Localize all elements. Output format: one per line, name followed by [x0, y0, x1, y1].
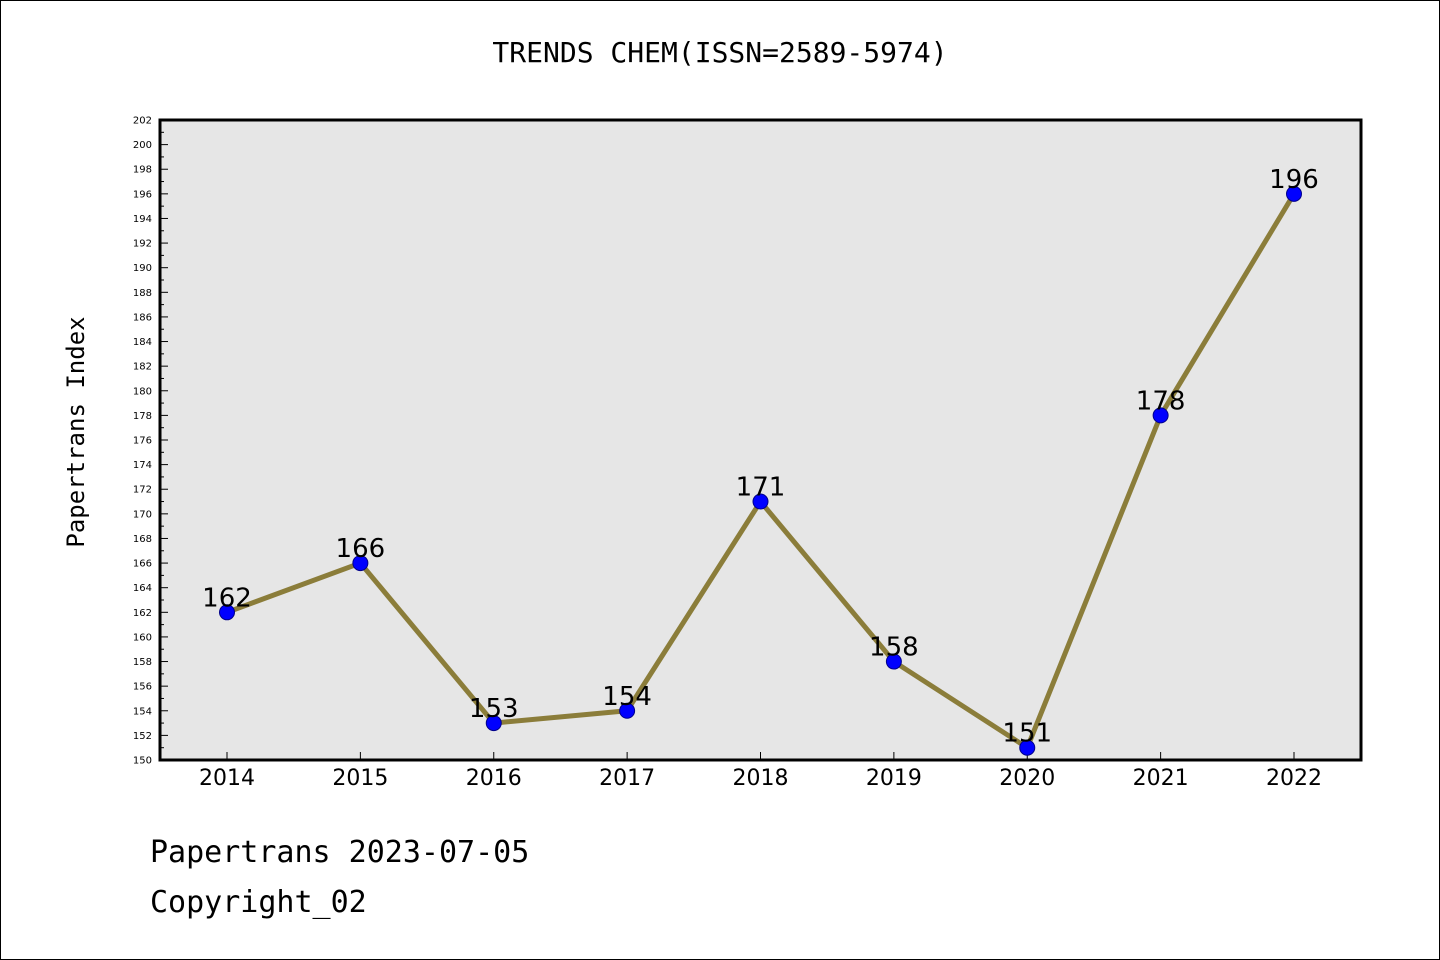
- x-tick-label: 2015: [332, 766, 388, 791]
- x-tick-label: 2020: [999, 766, 1055, 791]
- footer-copyright: Copyright_02: [150, 885, 367, 920]
- data-label: 171: [736, 473, 786, 503]
- x-tick-label: 2017: [599, 766, 655, 791]
- y-tick-label: 186: [133, 312, 152, 323]
- x-tick-label: 2018: [733, 766, 789, 791]
- y-tick-label: 150: [133, 756, 152, 767]
- data-point: [885, 653, 902, 670]
- data-point: [619, 702, 636, 719]
- data-label: 158: [869, 633, 919, 663]
- data-point: [219, 604, 235, 621]
- y-tick-label: 182: [133, 362, 152, 373]
- y-tick-label: 158: [133, 657, 152, 668]
- x-tick-label: 2016: [466, 766, 522, 791]
- y-tick-label: 170: [133, 509, 152, 520]
- y-tick-label: 160: [133, 632, 152, 643]
- data-label: 151: [1002, 719, 1052, 749]
- y-tick-label: 166: [133, 559, 152, 570]
- y-tick-label: 174: [133, 460, 152, 471]
- y-axis-title: Papertrans Index: [62, 316, 90, 547]
- footer-date: Papertrans 2023-07-05: [150, 835, 530, 870]
- chart-title: TRENDS CHEM(ISSN=2589-5974): [492, 36, 948, 69]
- y-tick-label: 162: [133, 608, 152, 619]
- data-point: [1019, 739, 1036, 756]
- data-label: 196: [1269, 165, 1319, 195]
- data-label: 153: [469, 694, 519, 724]
- data-point: [1152, 407, 1169, 424]
- data-point: [352, 555, 369, 572]
- plot-area: [160, 120, 1361, 760]
- data-label: 162: [202, 583, 252, 613]
- y-tick-label: 156: [133, 682, 152, 693]
- y-tick-label: 154: [133, 706, 152, 717]
- x-tick-label: 2014: [199, 766, 255, 791]
- data-point: [752, 493, 769, 510]
- y-tick-label: 152: [133, 731, 152, 742]
- y-tick-label: 180: [133, 386, 152, 397]
- y-tick-label: 164: [133, 583, 152, 594]
- y-tick-label: 202: [133, 116, 152, 127]
- data-point: [1286, 185, 1302, 202]
- x-tick-label: 2019: [866, 766, 922, 791]
- y-tick-label: 172: [133, 485, 152, 496]
- y-tick-label: 176: [133, 436, 152, 447]
- x-tick-label: 2022: [1266, 766, 1322, 791]
- y-tick-label: 188: [133, 288, 152, 299]
- data-label: 178: [1136, 386, 1186, 416]
- y-tick-label: 196: [133, 189, 152, 200]
- y-tick-label: 190: [133, 263, 152, 274]
- y-tick-label: 178: [133, 411, 152, 422]
- data-label: 166: [336, 534, 386, 564]
- data-label: 154: [602, 682, 652, 712]
- y-tick-label: 194: [133, 214, 152, 225]
- y-tick-label: 168: [133, 534, 152, 545]
- data-point: [485, 715, 502, 732]
- y-tick-label: 198: [133, 165, 152, 176]
- y-tick-label: 200: [133, 140, 152, 151]
- y-tick-label: 192: [133, 239, 152, 250]
- plot-border: [158, 118, 1363, 762]
- y-tick-label: 184: [133, 337, 152, 348]
- x-tick-label: 2021: [1133, 766, 1189, 791]
